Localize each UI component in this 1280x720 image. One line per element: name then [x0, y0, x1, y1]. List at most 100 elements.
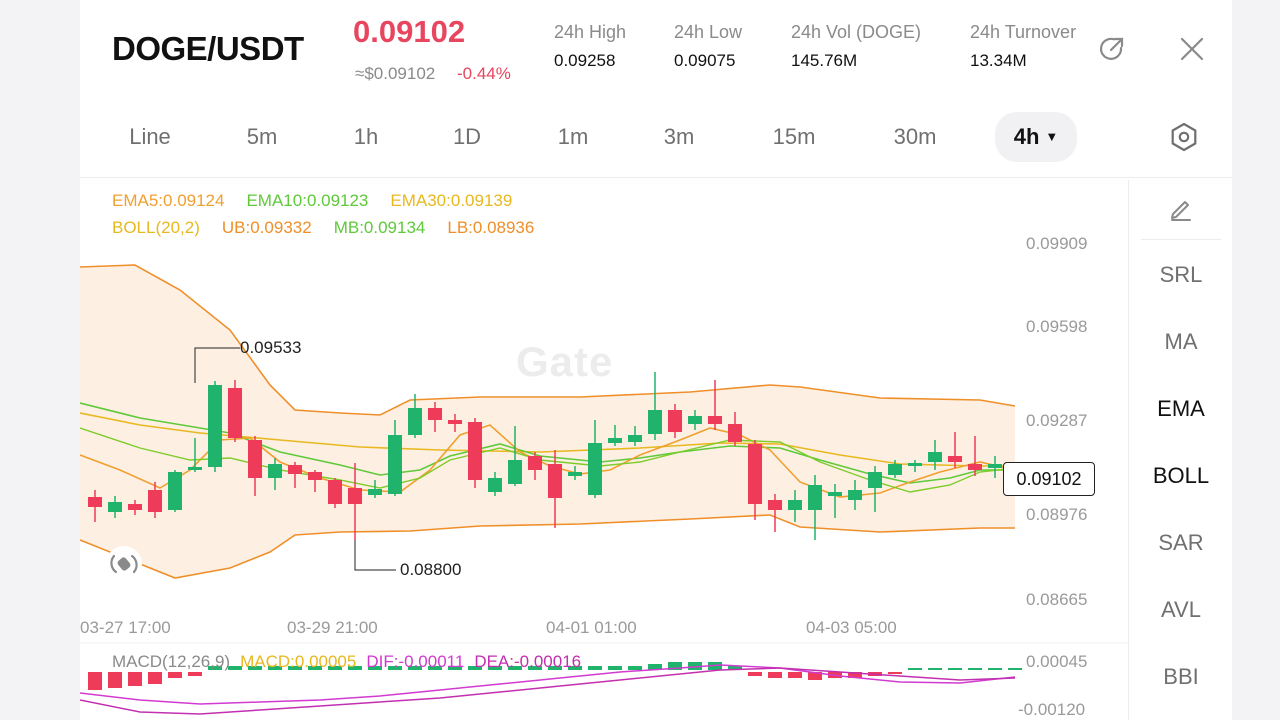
- stat-volume: 24h Vol (DOGE) 145.76M: [791, 22, 921, 71]
- right-margin: [1232, 0, 1280, 720]
- macd-bar: [628, 666, 642, 670]
- candle-body: [88, 497, 102, 507]
- candle-body: [568, 472, 582, 476]
- fiat-price: ≈$0.09102: [355, 64, 436, 83]
- last-price: 0.09102: [353, 14, 466, 49]
- stat-label: 24h Vol (DOGE): [791, 22, 922, 42]
- macd-bar: [268, 666, 282, 670]
- candle-body: [588, 443, 602, 495]
- ema5-value: EMA5:0.09124: [112, 191, 225, 210]
- low-marker-line: [354, 540, 396, 571]
- candle-body: [268, 464, 282, 478]
- macd-bar: [988, 668, 1002, 670]
- dea-value: DEA:-0.00016: [474, 652, 582, 671]
- candle-body: [348, 488, 362, 504]
- tab-15m[interactable]: 15m: [772, 124, 816, 149]
- chevron-down-icon: ▼: [1045, 129, 1059, 144]
- sound-wave-icon[interactable]: [106, 546, 142, 582]
- share-icon[interactable]: [1097, 34, 1127, 64]
- indicator-bbi[interactable]: BBI: [1163, 664, 1199, 689]
- y-axis-tick: 0.08665: [1026, 590, 1088, 609]
- candles: [88, 372, 1002, 540]
- settings-hexagon-icon[interactable]: [1168, 121, 1200, 153]
- macd-bar: [888, 672, 902, 674]
- macd-bar: [508, 666, 522, 670]
- stat-label: 24h High: [554, 22, 627, 42]
- candle-body: [408, 408, 422, 435]
- macd-bar: [448, 666, 462, 670]
- indicator-sar[interactable]: SAR: [1158, 530, 1204, 555]
- candlestick-chart[interactable]: [80, 180, 1128, 720]
- tab-30m[interactable]: 30m: [893, 124, 937, 149]
- stat-label: 24h Low: [674, 22, 743, 42]
- tab-1h[interactable]: 1h: [353, 124, 379, 149]
- macd-bar: [148, 672, 162, 684]
- x-axis-tick: 04-01 01:00: [546, 618, 637, 637]
- macd-bar: [248, 666, 262, 670]
- x-axis-tick: 03-27 17:00: [80, 618, 171, 637]
- indicator-ema[interactable]: EMA: [1157, 396, 1205, 421]
- macd-bar: [788, 672, 802, 678]
- candle-body: [448, 420, 462, 424]
- macd-bar: [528, 666, 542, 670]
- candle-body: [368, 489, 382, 495]
- boll-lb: LB:0.08936: [447, 218, 535, 237]
- current-price-tag: 0.09102: [1003, 462, 1095, 496]
- indicator-srl[interactable]: SRL: [1159, 262, 1203, 287]
- macd-legend: MACD(12,26,9) MACD:0.00005 DIF:-0.00011 DEA…: [112, 652, 591, 672]
- macd-params: MACD(12,26,9): [112, 652, 231, 671]
- candle-body: [928, 452, 942, 462]
- boll-legend: BOLL(20,2) UB:0.09332 MB:0.09134 LB:0.08936: [112, 218, 556, 238]
- macd-bar: [548, 666, 562, 670]
- macd-bar: [668, 662, 682, 670]
- indicator-avl[interactable]: AVL: [1161, 597, 1201, 622]
- stat-value: 0.09258: [554, 51, 616, 70]
- tab-1m[interactable]: 1m: [557, 124, 589, 149]
- candle-body: [948, 456, 962, 462]
- candle-body: [988, 464, 1002, 468]
- close-icon[interactable]: [1177, 34, 1207, 64]
- candle-body: [628, 435, 642, 442]
- tab-line[interactable]: Line: [129, 124, 171, 149]
- stat-value: 0.09075: [674, 51, 736, 70]
- candle-body: [768, 500, 782, 510]
- candle-body: [288, 465, 302, 474]
- candle-body: [188, 467, 202, 470]
- dif-value: DIF:-0.00011: [366, 652, 465, 671]
- indicator-ma[interactable]: MA: [1164, 329, 1198, 354]
- stat-high: 24h High 0.09258: [554, 22, 626, 71]
- x-axis-tick: 03-29 21:00: [287, 618, 378, 637]
- stat-value: 13.34M: [970, 51, 1027, 70]
- high-low-markers: [194, 347, 396, 571]
- pencil-icon[interactable]: [1167, 194, 1195, 222]
- macd-bar: [728, 666, 742, 670]
- candle-body: [848, 490, 862, 500]
- tab-1d[interactable]: 1D: [452, 124, 482, 149]
- candle-body: [208, 385, 222, 467]
- macd-bar: [88, 672, 102, 690]
- boll-ub: UB:0.09332: [221, 218, 312, 237]
- macd-bar: [848, 672, 862, 678]
- macd-bar: [388, 666, 402, 670]
- high-marker-line: [194, 347, 240, 383]
- tab-5m[interactable]: 5m: [246, 124, 278, 149]
- candle-body: [868, 472, 882, 488]
- macd-bar: [468, 666, 482, 670]
- low-marker-label: 0.08800: [400, 560, 462, 579]
- stat-low: 24h Low 0.09075: [674, 22, 742, 71]
- candle-body: [228, 388, 242, 438]
- indicator-boll[interactable]: BOLL: [1152, 463, 1210, 488]
- macd-y-tick: 0.00045: [1026, 652, 1088, 671]
- candle-body: [708, 416, 722, 424]
- timeframe-tabs: Line 5m 1h 1D 1m 3m 15m 30m 4h ▼: [80, 112, 1232, 162]
- high-marker-label: 0.09533: [240, 338, 302, 357]
- ema30-value: EMA30:0.09139: [390, 191, 513, 210]
- tab-4h[interactable]: 4h ▼: [995, 112, 1077, 162]
- candle-body: [888, 464, 902, 475]
- candle-body: [808, 485, 822, 510]
- panel-divider: [1141, 239, 1221, 240]
- tab-3m[interactable]: 3m: [663, 124, 695, 149]
- y-axis-tick: 0.09287: [1026, 411, 1088, 430]
- candle-body: [508, 460, 522, 484]
- candle-body: [668, 410, 682, 432]
